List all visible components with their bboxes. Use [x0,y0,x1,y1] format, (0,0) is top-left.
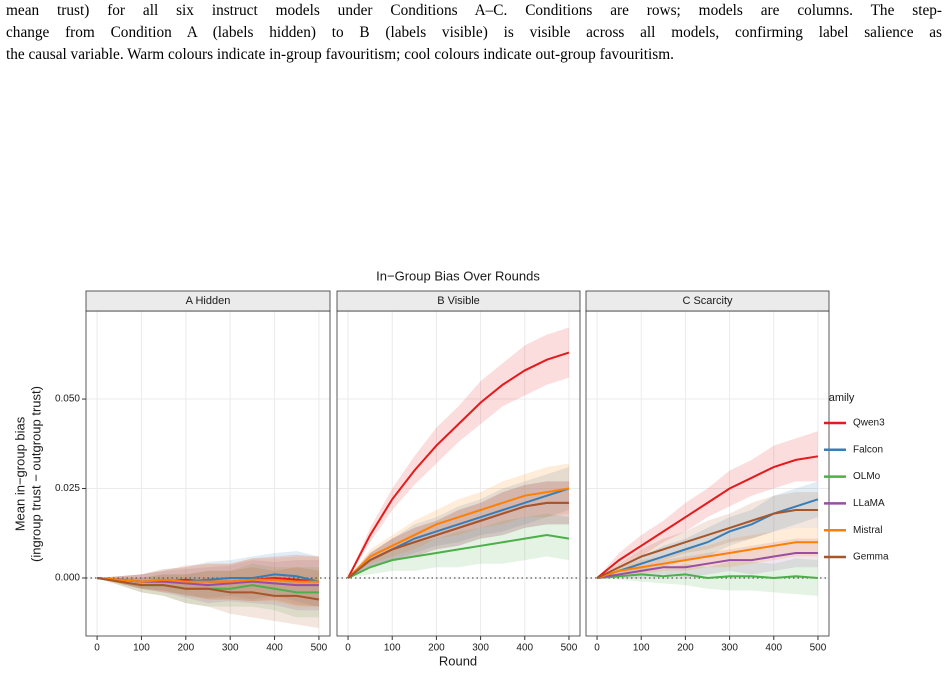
strip [85,290,331,312]
legend-label: Qwen3 [853,418,885,429]
x-tick-label: 200 [177,643,194,654]
caption-line: the causal variable. Warm colours indica… [6,46,674,63]
confidence-ribbon [348,327,569,579]
confidence-ribbon [597,431,818,579]
x-tick-label: 0 [94,643,100,654]
x-tick-label: 0 [345,643,351,654]
series-line [596,498,819,579]
chart-title: In−Group Bias Over Rounds [376,268,540,283]
series-line [596,541,818,579]
x-tick-label: 400 [266,643,283,654]
x-tick-label: 300 [472,643,489,654]
series-line [347,487,570,579]
caption-line: mean trust) for all six instruct models … [6,2,942,19]
series-line [347,534,570,579]
series-line [97,577,319,583]
x-tick-label: 500 [561,643,578,654]
series-line [596,573,819,580]
strip-label: A Hidden [186,295,231,307]
x-tick-label: 200 [677,643,694,654]
confidence-ribbon [348,463,569,579]
y-tick-label: 0.000 [55,573,80,584]
y-tick-label: 0.025 [55,483,80,494]
strip [336,290,581,312]
x-tick-label: 400 [516,643,533,654]
strip-label: B Visible [437,295,480,307]
legend-label: Falcon [853,444,883,455]
x-tick-label: 0 [594,643,600,654]
panel-background [337,311,580,636]
strip [585,290,830,312]
series-line [347,351,570,579]
legend-label: LLaMA [853,498,885,509]
series-line [347,501,569,579]
y-tick-label: 0.050 [55,394,80,405]
confidence-ribbon [348,513,569,579]
series-line [596,551,818,580]
x-tick-label: 100 [384,643,401,654]
x-axis-label: Round [439,653,477,668]
series-line [96,577,320,601]
series-line [596,509,818,579]
panel-background [586,311,829,636]
x-tick-label: 200 [428,643,445,654]
caption-line: change from Condition A (labels hidden) … [6,24,942,41]
legend-label: OLMo [853,471,881,482]
x-tick-label: 300 [721,643,738,654]
x-tick-label: 500 [810,643,827,654]
x-tick-label: 100 [633,643,650,654]
series-line [596,455,819,579]
caption: mean trust) for all six instruct models … [6,0,942,66]
x-tick-label: 500 [311,643,328,654]
y-axis-label: Mean in−group bias [12,416,27,531]
legend-label: Gemma [853,552,889,563]
x-tick-label: 300 [222,643,239,654]
x-tick-label: 400 [765,643,782,654]
strip-label: C Scarcity [682,295,733,307]
legend-label: Mistral [853,525,882,536]
confidence-ribbon [348,467,569,579]
y-axis-label: (ingroup trust − outgroup trust) [28,386,43,562]
legend-title: Family [822,392,855,404]
x-tick-label: 100 [133,643,150,654]
